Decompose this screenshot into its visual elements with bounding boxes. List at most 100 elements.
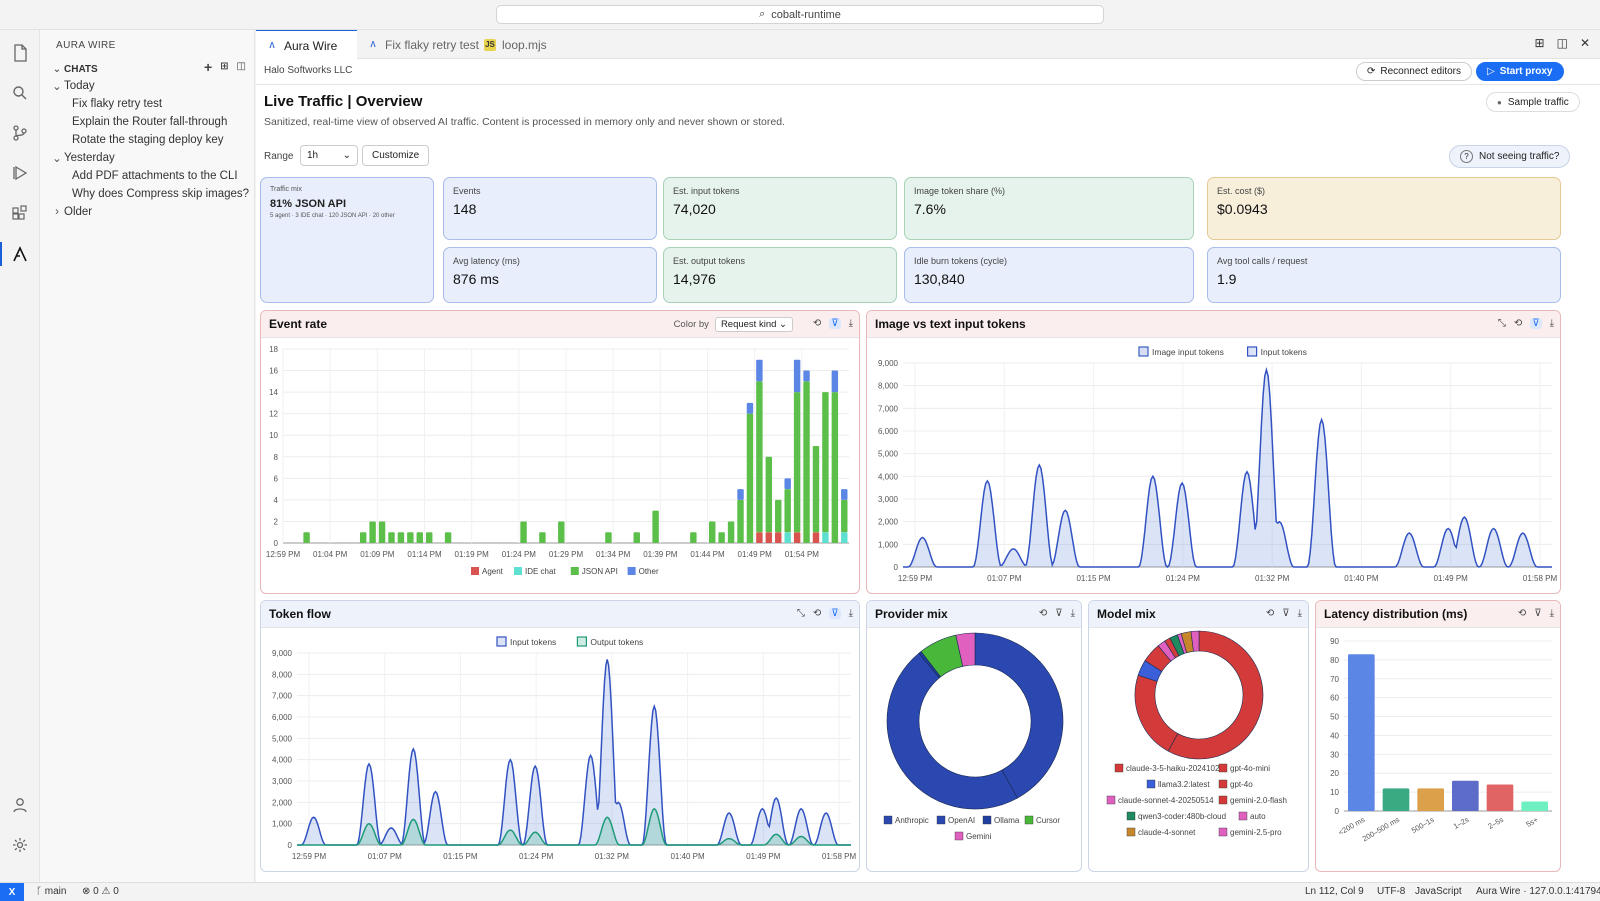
branch-name: main: [44, 886, 67, 897]
new-chat-icon[interactable]: +: [203, 59, 213, 75]
explorer-icon[interactable]: [8, 41, 32, 65]
branch-icon: ᚴ: [36, 886, 45, 897]
chat-item-label: Explain the Router fall-through: [72, 116, 228, 128]
legend-label: Agent: [482, 567, 504, 576]
chat-item[interactable]: Add PDF attachments to the CLI: [72, 167, 238, 185]
y-tick-label: 3,000: [272, 777, 293, 786]
download-icon[interactable]: ⤓: [1070, 608, 1075, 619]
not-seeing-traffic-button[interactable]: ? Not seeing traffic?: [1449, 145, 1571, 168]
metric-label: Avg latency (ms): [453, 256, 520, 266]
bar: [1486, 784, 1514, 811]
chevron-down-icon: ⌄: [52, 81, 62, 93]
legend-label: claude-4-sonnet: [1138, 828, 1196, 837]
x-tick-label: 01:58 PM: [1523, 574, 1558, 583]
legend-swatch: [1238, 811, 1248, 821]
filter-icon[interactable]: ⊽: [829, 318, 841, 329]
language-mode[interactable]: JavaScript: [1415, 886, 1462, 897]
extensions-icon[interactable]: [8, 201, 32, 225]
zoom-icon[interactable]: ⤡: [1497, 318, 1506, 329]
tab-fix-flaky-retry-test[interactable]: Ʌ Fix flaky retry test: [357, 30, 489, 59]
group-older[interactable]: › Older: [50, 203, 92, 221]
range-select[interactable]: 1h ⌄: [300, 145, 358, 166]
reset-zoom-icon[interactable]: ⟲: [812, 608, 822, 619]
bar: [831, 370, 839, 393]
x-tick-label: 12:59 PM: [292, 852, 327, 861]
chats-section-header[interactable]: ⌄ CHATS + ⊞ ◫: [50, 59, 250, 77]
y-tick-label: 80: [1330, 656, 1339, 665]
reconnect-editors-button[interactable]: ⟳ Reconnect editors: [1356, 62, 1472, 81]
server-indicator[interactable]: Aura Wire · 127.0.0.1:41794: [1476, 886, 1600, 897]
zoom-icon[interactable]: ⤡: [796, 608, 805, 619]
settings-gear-icon[interactable]: [8, 833, 32, 857]
bar: [416, 532, 423, 543]
download-icon[interactable]: ⤓: [848, 318, 853, 329]
color-by-select[interactable]: Request kind ⌄: [714, 317, 793, 332]
legend-label: Anthropic: [895, 816, 929, 825]
chat-item[interactable]: Why does Compress skip images?: [72, 185, 249, 203]
bar: [775, 532, 782, 543]
download-icon[interactable]: ⤓: [848, 608, 853, 619]
company-name: Halo Softworks LLC: [264, 65, 353, 76]
chat-item[interactable]: Rotate the staging deploy key: [72, 131, 224, 149]
bar: [793, 392, 801, 533]
customize-button[interactable]: Customize: [362, 145, 430, 166]
start-proxy-button[interactable]: ▷ Start proxy: [1476, 62, 1564, 81]
remote-indicator[interactable]: X: [0, 883, 24, 901]
filter-icon[interactable]: ⊽: [1530, 318, 1542, 329]
y-tick-label: 2: [274, 517, 279, 526]
reset-zoom-icon[interactable]: ⟲: [812, 318, 822, 329]
branch-indicator[interactable]: ᚴ main: [36, 886, 66, 897]
metric-value: 7.6%: [914, 201, 946, 217]
close-icon[interactable]: ✕: [1579, 36, 1590, 50]
tab-aura-wire[interactable]: Ʌ Aura Wire: [256, 30, 357, 60]
legend-swatch: [1138, 346, 1149, 357]
sidebar-title: AURA WIRE: [56, 40, 116, 51]
aura-wire-icon[interactable]: [0, 242, 32, 266]
y-tick-label: 8: [274, 453, 279, 462]
sample-traffic-toggle[interactable]: ● Sample traffic: [1486, 92, 1580, 112]
y-tick-label: 6,000: [878, 427, 899, 436]
run-debug-icon[interactable]: [8, 161, 32, 185]
download-icon[interactable]: ⤓: [1549, 318, 1554, 329]
account-icon[interactable]: [8, 793, 32, 817]
cursor-position[interactable]: Ln 112, Col 9: [1305, 886, 1364, 897]
bar: [831, 392, 839, 543]
panel-icon[interactable]: ◫: [236, 61, 246, 72]
command-center-search[interactable]: ⌕ cobalt-runtime: [496, 5, 1104, 24]
reset-zoom-icon[interactable]: ⟲: [1038, 608, 1048, 619]
encoding-indicator[interactable]: UTF-8: [1377, 886, 1406, 897]
metric-value: 148: [453, 201, 477, 217]
bar: [756, 359, 763, 382]
search-icon[interactable]: [8, 81, 32, 105]
chat-item[interactable]: Explain the Router fall-through: [72, 113, 227, 131]
bar: [633, 532, 640, 543]
filter-icon[interactable]: ⊽: [1282, 608, 1290, 619]
problems-indicator[interactable]: ⊗ 0 ⚠ 0: [82, 886, 119, 897]
panel-title: Provider mix: [875, 607, 948, 621]
grid-layout-icon[interactable]: ⊞: [1534, 36, 1545, 50]
bar: [746, 413, 754, 543]
download-icon[interactable]: ⤓: [1549, 608, 1554, 619]
chat-item[interactable]: Fix flaky retry test: [72, 95, 162, 113]
x-tick-label: 12:59 PM: [266, 550, 301, 559]
grid-icon[interactable]: ⊞: [220, 61, 229, 72]
group-yesterday[interactable]: ⌄ Yesterday: [50, 149, 115, 167]
main-content: Halo Softworks LLC ⟳ Reconnect editors ▷…: [256, 59, 1600, 882]
activity-bar: [0, 30, 40, 882]
filter-icon[interactable]: ⊽: [1055, 608, 1063, 619]
filter-icon[interactable]: ⊽: [1534, 608, 1542, 619]
group-today[interactable]: ⌄ Today: [50, 77, 95, 95]
reset-zoom-icon[interactable]: ⟲: [1517, 608, 1527, 619]
x-tick-label: 01:04 PM: [313, 550, 348, 559]
chevron-down-icon: ⌄: [342, 150, 351, 161]
tab-loop-mjs[interactable]: JS loop.mjs: [474, 30, 557, 59]
reset-zoom-icon[interactable]: ⟲: [1265, 608, 1275, 619]
model-mix-panel: Model mix ⟲ ⊽ ⤓ claude-3-5-haiku-2024102…: [1088, 600, 1309, 872]
filter-icon[interactable]: ⊽: [829, 608, 841, 619]
source-control-icon[interactable]: [8, 121, 32, 145]
reset-zoom-icon[interactable]: ⟲: [1513, 318, 1523, 329]
legend-swatch: [1024, 815, 1034, 825]
bar: [718, 532, 725, 543]
download-icon[interactable]: ⤓: [1297, 608, 1302, 619]
split-editor-icon[interactable]: ◫: [1556, 36, 1568, 50]
